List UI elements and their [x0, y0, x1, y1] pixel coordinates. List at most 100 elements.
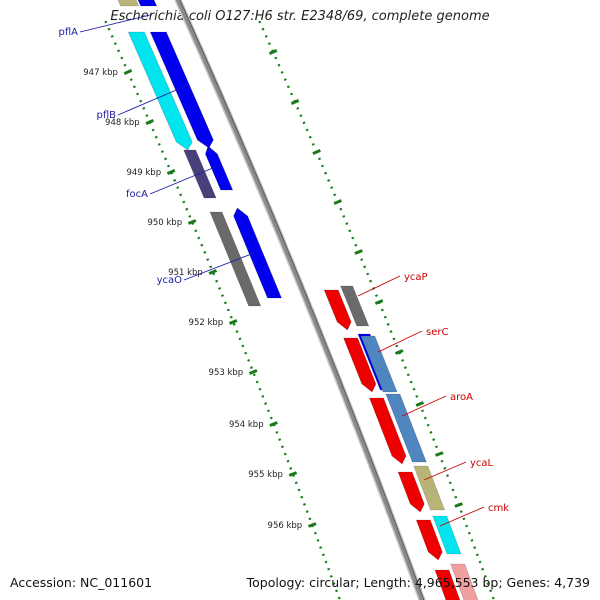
scale-dot-left [335, 589, 339, 593]
gene-label-ycaL: ycaL [470, 458, 494, 469]
scale-dot-right [280, 70, 284, 74]
backbone-shadow [179, 0, 425, 600]
scale-dot-left [247, 359, 251, 362]
feature-pflb-cds [149, 31, 214, 149]
scale-dot-right [342, 214, 346, 218]
scale-major-tick-right [434, 451, 444, 457]
scale-dot-left [123, 63, 127, 67]
scale-dot-left [329, 575, 333, 578]
scale-dot-left [163, 157, 168, 161]
scale-dot-left [226, 308, 230, 312]
scale-dot-left [316, 539, 320, 542]
feature-olive-top [117, 0, 140, 7]
scale-major-tick [269, 421, 278, 427]
scale-dot-right [330, 186, 334, 190]
scale-dot-right [451, 488, 455, 492]
scale-dot-right [448, 481, 452, 485]
feature-ycap-cds [323, 289, 352, 331]
map-title: Escherichia coli O127:H6 str. E2348/69, … [110, 9, 490, 24]
scale-label: 955 kbp [248, 470, 283, 480]
scale-dot-left [324, 560, 328, 564]
scale-dot-left [337, 596, 341, 600]
scale-major-tick-right [312, 149, 321, 155]
scale-label: 953 kbp [209, 368, 244, 378]
scale-dot-left [160, 150, 164, 154]
leader-line-cmk [439, 506, 485, 527]
scale-dot-right [286, 85, 290, 89]
scale-dot-right [327, 178, 331, 182]
scale-dot-right [290, 92, 294, 96]
leader-line-focA [149, 164, 221, 195]
scale-dot-left [294, 481, 298, 485]
scale-dot-left [332, 582, 336, 585]
backbone-line [175, 0, 425, 600]
scale-dot-right [274, 56, 278, 60]
scale-dot-left [176, 186, 180, 190]
scale-dot-left [244, 351, 248, 355]
scale-dot-right [403, 366, 407, 369]
scale-dot-left [200, 243, 204, 247]
scale-dot-left [278, 438, 282, 441]
leader-line-aroA [401, 395, 447, 417]
scale-major-tick-right [374, 299, 384, 305]
scale-major-tick-right [454, 502, 463, 508]
scale-dot-right [465, 524, 469, 528]
scale-dot-left [302, 503, 306, 506]
scale-dot-right [333, 193, 337, 197]
feature-slate [183, 149, 217, 199]
feature-cyan [127, 31, 193, 151]
scale-dot-left [300, 495, 304, 499]
scale-dot-left [305, 510, 309, 513]
scale-dot-right [386, 323, 390, 326]
scale-dot-left [232, 323, 236, 326]
scale-dot-left [218, 286, 222, 290]
gene-label-serC: serC [426, 327, 448, 338]
feature-pink-bottom [450, 563, 479, 600]
scale-dot-left [319, 546, 323, 549]
scale-dot-left [129, 78, 133, 82]
scale-dot-left [264, 402, 268, 405]
scale-dot-right [339, 207, 343, 211]
scale-dot-right [432, 438, 436, 441]
scale-dot-right [264, 34, 268, 38]
topology-summary: Topology: circular; Length: 4,965,553 bp… [246, 575, 590, 590]
gene-label-cmk: cmk [488, 503, 509, 514]
scale-dot-left [120, 56, 124, 60]
feature-cyan-right [432, 515, 462, 555]
scale-dot-left [110, 34, 114, 38]
scale-dot-left [297, 488, 301, 492]
scale-major-tick [187, 219, 197, 225]
scale-dot-left [132, 85, 136, 89]
scale-dot-left [267, 409, 270, 413]
scale-dot-left [212, 272, 216, 276]
scale-dot-left [113, 42, 117, 46]
scale-dot-left [104, 20, 108, 24]
feature-steel-1 [360, 335, 398, 393]
scale-dot-right [481, 567, 485, 571]
scale-dot-left [327, 567, 331, 571]
scale-dot-right [345, 222, 349, 226]
scale-label: 956 kbp [268, 521, 303, 531]
scale-label: 954 kbp [229, 420, 264, 430]
feature-ycao-cds [233, 207, 282, 299]
scale-dot-left [151, 128, 155, 132]
scale-dot-right [401, 359, 405, 362]
scale-dot-right [395, 344, 399, 348]
scale-dot-right [443, 467, 447, 470]
scale-dot-left [145, 114, 149, 118]
gene-label-pflA: pflA [59, 27, 79, 38]
scale-major-tick [307, 522, 317, 528]
feature-cmk-cds [415, 519, 443, 561]
scale-dot-right [305, 128, 309, 132]
scale-dot-left [283, 452, 287, 456]
scale-dot-left [206, 258, 210, 262]
feature-serc-cds [343, 337, 377, 393]
scale-major-tick-right [394, 349, 404, 355]
gene-label-aroA: aroA [450, 392, 473, 403]
scale-label: 950 kbp [147, 218, 182, 228]
scale-dot-left [166, 164, 171, 168]
scale-label: 951 kbp [168, 268, 203, 278]
scale-dot-left [191, 222, 195, 226]
scale-dot-left [182, 200, 186, 204]
